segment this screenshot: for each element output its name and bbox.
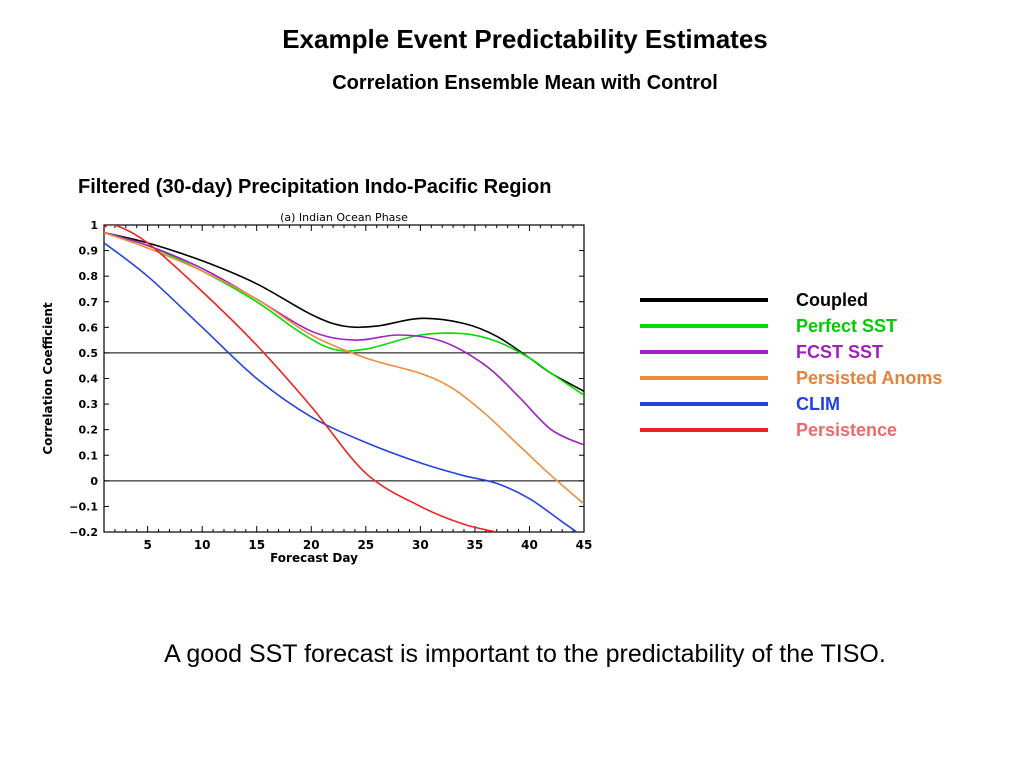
x-tick-label: 25: [357, 538, 374, 552]
x-tick-label: 45: [576, 538, 593, 552]
x-tick-label: 20: [303, 538, 320, 552]
legend-label-persisted-anoms: Persisted Anoms: [796, 367, 943, 388]
y-tick-label: −0.2: [69, 526, 98, 539]
legend-item-persistence: Persistence: [640, 417, 980, 443]
legend-label-perfect-sst: Perfect SST: [796, 315, 898, 336]
chart-title: (a) Indian Ocean Phase: [280, 211, 408, 224]
legend-item-fcst-sst: FCST SST: [640, 339, 980, 365]
series-line-fcst-sst: [104, 231, 584, 446]
legend-item-clim: CLIM: [640, 391, 980, 417]
legend-swatch-clim: [640, 402, 768, 406]
slide-subtitle: Correlation Ensemble Mean with Control: [332, 72, 718, 94]
y-tick-label: 0.8: [79, 270, 99, 283]
legend: Coupled Perfect SST FCST SST Persisted A…: [640, 287, 980, 443]
series-line-persistence: [104, 225, 497, 532]
legend-label-coupled: Coupled: [796, 289, 868, 310]
y-tick-label: 0.4: [79, 373, 99, 386]
chart-heading: Filtered (30-day) Precipitation Indo-Pac…: [78, 176, 552, 198]
x-tick-label: 30: [412, 538, 429, 552]
x-tick-label: 15: [248, 538, 265, 552]
series-line-clim: [104, 242, 579, 532]
legend-swatch-persistence: [640, 428, 768, 432]
y-tick-label: 0.7: [79, 296, 99, 309]
y-tick-label: 0.3: [79, 398, 99, 411]
legend-item-persisted-anoms: Persisted Anoms: [640, 365, 980, 391]
slide-caption: A good SST forecast is important to the …: [164, 640, 886, 668]
y-tick-label: 0.2: [79, 424, 99, 437]
legend-swatch-fcst-sst: [640, 350, 768, 354]
x-tick-label: 5: [143, 538, 151, 552]
x-tick-label: 40: [521, 538, 538, 552]
y-tick-label: 0.1: [79, 449, 99, 462]
x-tick-label: 10: [194, 538, 211, 552]
legend-label-clim: CLIM: [796, 393, 840, 414]
plot-frame: [103, 224, 585, 533]
y-tick-label: 0.9: [79, 245, 99, 258]
y-tick-label: 1: [90, 219, 98, 232]
slide-title: Example Event Predictability Estimates: [282, 24, 768, 54]
series-line-persisted-anoms: [104, 231, 584, 505]
y-tick-label: −0.1: [69, 500, 98, 513]
correlation-chart: −0.2−0.100.10.20.30.40.50.60.70.80.915 10…: [41, 211, 593, 565]
y-tick-label: 0.5: [79, 347, 99, 360]
legend-item-coupled: Coupled: [640, 287, 980, 313]
legend-swatch-persisted-anoms: [640, 376, 768, 380]
x-tick-label: 35: [467, 538, 484, 552]
legend-swatch-coupled: [640, 298, 768, 302]
legend-swatch-perfect-sst: [640, 324, 768, 328]
legend-label-persistence: Persistence: [796, 419, 898, 440]
legend-item-perfect-sst: Perfect SST: [640, 313, 980, 339]
y-tick-label: 0.6: [79, 321, 99, 334]
legend-label-fcst-sst: FCST SST: [796, 341, 884, 362]
y-axis-label: Correlation Coefficient: [41, 302, 55, 455]
y-tick-label: 0: [90, 475, 98, 488]
x-axis-label: Forecast Day: [270, 551, 358, 565]
